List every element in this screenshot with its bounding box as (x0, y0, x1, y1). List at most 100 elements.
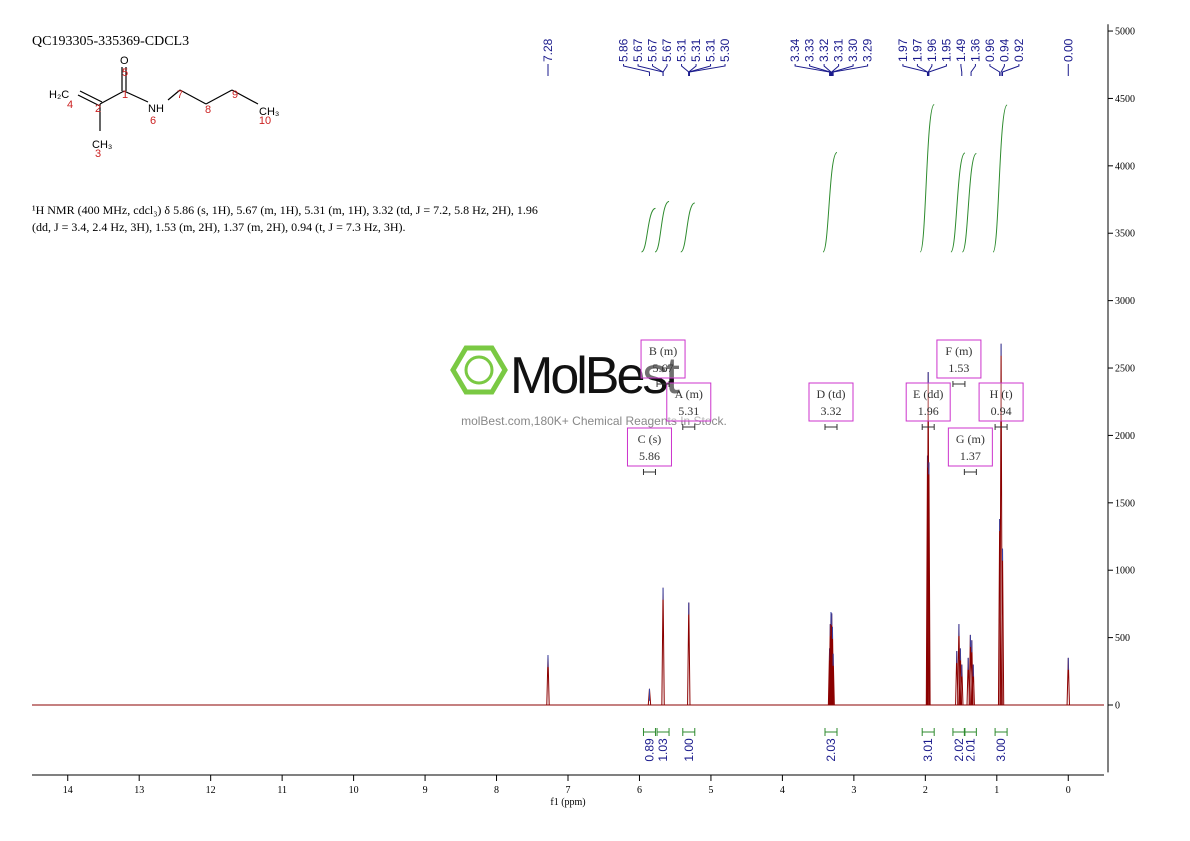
bond (179, 89, 207, 105)
multiplet-label: B (m) (649, 344, 677, 358)
molecule (77, 67, 259, 131)
atom-number: 1 (122, 89, 128, 101)
atom-numbers: 1 2 3 4 5 6 7 8 9 10 (67, 67, 271, 160)
x-tick-label: 9 (423, 785, 428, 796)
bond (79, 90, 103, 103)
x-tick-label: 0 (1066, 785, 1071, 796)
atom-number: 10 (259, 115, 271, 127)
integral-bracket (921, 728, 935, 736)
peak-leader (989, 64, 1001, 76)
watermark-logo (450, 345, 508, 395)
integral-bracket (642, 728, 656, 736)
multiplet-range (952, 381, 966, 387)
multiplet-label: E (dd) (913, 387, 943, 401)
integral-curve (640, 207, 656, 253)
x-tick-label: 8 (494, 785, 499, 796)
integral-bracket (963, 728, 977, 736)
atom-label: NH (148, 103, 164, 115)
bond (231, 89, 259, 105)
integral-label: 1.00 (682, 738, 696, 762)
peak-leader (794, 64, 831, 76)
x-tick-label: 14 (63, 785, 73, 796)
peak-label: 5.31 (689, 38, 703, 62)
integral-label: 3.01 (921, 738, 935, 762)
integral-curve (919, 104, 935, 253)
multiplet-box (978, 382, 1024, 422)
peak-label: 1.49 (954, 38, 968, 62)
logo-hexagon (450, 345, 508, 395)
peak-leader (623, 64, 650, 76)
x-tick-label: 1 (994, 785, 999, 796)
peak-leader (831, 64, 840, 76)
y-tick-label: 1000 (1115, 566, 1135, 577)
peak-label: 3.30 (846, 38, 860, 62)
multiplet-box (626, 427, 672, 467)
peak-label: 1.36 (968, 38, 982, 62)
peak-leader (831, 64, 854, 76)
y-tick-label: 4500 (1115, 94, 1135, 105)
multiplet-label: C (s) (638, 432, 662, 446)
logo-ring (464, 355, 494, 385)
multiplet-range (682, 424, 696, 430)
peak-label: 3.34 (788, 38, 802, 62)
bond (123, 90, 149, 103)
peak-label: 1.97 (896, 38, 910, 62)
y-tick-label: 3000 (1115, 296, 1135, 307)
atom-labels: O H₂C NH CH₃ CH₃ (49, 55, 279, 151)
peak (926, 372, 930, 706)
peak (1066, 657, 1070, 706)
peak-leader (928, 64, 947, 76)
y-tick-label: 4000 (1115, 161, 1135, 172)
atom-label: O (120, 55, 129, 67)
description-line: ¹H NMR (400 MHz, cdcl₃) δ 5.86 (s, 1H), … (32, 203, 538, 217)
atom-label: H₂C (49, 89, 69, 101)
peak-label: 7.28 (541, 38, 555, 62)
peak-leader (662, 64, 668, 76)
peak-label: 0.92 (1012, 38, 1026, 62)
peak-label: 5.31 (675, 38, 689, 62)
multiplet-shift: 5.31 (678, 404, 699, 418)
multiplet-range (963, 469, 977, 475)
integral-label: 2.01 (963, 738, 977, 762)
peak-leader (970, 64, 976, 76)
peak-label: 5.31 (704, 38, 718, 62)
multiplet-label: F (m) (945, 344, 972, 358)
y-tick-label: 3500 (1115, 229, 1135, 240)
peak-leader (809, 64, 831, 76)
x-tick-label: 10 (349, 785, 359, 796)
bond (205, 89, 233, 105)
x-tick-label: 13 (134, 785, 144, 796)
integral-label: 2.02 (952, 738, 966, 762)
peak-label: 3.33 (803, 38, 817, 62)
peak-leader (916, 64, 928, 76)
multiplet-shift: 1.37 (960, 449, 981, 463)
peak-leader (1000, 64, 1005, 76)
multiplet-box (947, 427, 993, 467)
peak-label: 1.95 (939, 38, 953, 62)
peak-leader (688, 64, 726, 76)
x-tick-label: 7 (566, 785, 571, 796)
atom-number: 6 (150, 115, 156, 127)
multiplet-range (921, 424, 935, 430)
multiplet-label: D (td) (816, 387, 845, 401)
atom-number: 7 (177, 89, 183, 101)
peak-label: 5.30 (718, 38, 732, 62)
multiplet-label: G (m) (956, 432, 985, 446)
peak-label: 5.86 (617, 38, 631, 62)
x-tick-label: 3 (851, 785, 856, 796)
peak-label: 5.67 (660, 38, 674, 62)
multiplet-shift: 1.96 (918, 404, 939, 418)
atom-number: 2 (95, 103, 101, 115)
peak-leader (688, 64, 712, 76)
multiplet-range (642, 469, 656, 475)
x-tick-label: 4 (780, 785, 785, 796)
y-tick-label: 2000 (1115, 431, 1135, 442)
y-tick-label: 5000 (1115, 27, 1135, 38)
peak-label: 1.96 (925, 38, 939, 62)
x-tick-label: 12 (206, 785, 216, 796)
peak-label: 3.31 (832, 38, 846, 62)
y-tick-label: 0 (1115, 701, 1120, 712)
multiplet-box (640, 339, 686, 379)
multiplet-range (994, 424, 1008, 430)
